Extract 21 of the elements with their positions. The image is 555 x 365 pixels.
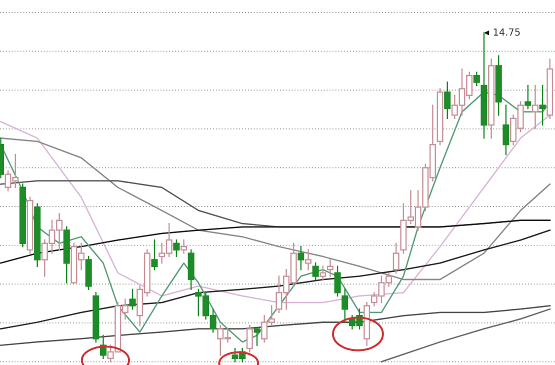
candlestick (326, 259, 334, 277)
candlestick (173, 239, 180, 258)
candlestick (502, 104, 510, 156)
candlestick (524, 84, 532, 110)
candlestick (334, 266, 341, 297)
candlestick (392, 242, 400, 274)
candlestick (129, 288, 136, 310)
candlestick (532, 84, 538, 129)
candlestick (180, 239, 188, 254)
candlestick (473, 72, 480, 86)
candlestick (539, 84, 546, 126)
candlestick (298, 246, 304, 270)
candlestick (151, 239, 158, 270)
annotation: 14.75 (494, 28, 520, 36)
candlestick (304, 249, 312, 270)
candlestick (320, 266, 326, 280)
candlestick (342, 288, 348, 323)
candlestick (444, 82, 451, 120)
candlestick (312, 262, 319, 280)
candlestick (246, 324, 253, 352)
candlestick (254, 328, 260, 346)
